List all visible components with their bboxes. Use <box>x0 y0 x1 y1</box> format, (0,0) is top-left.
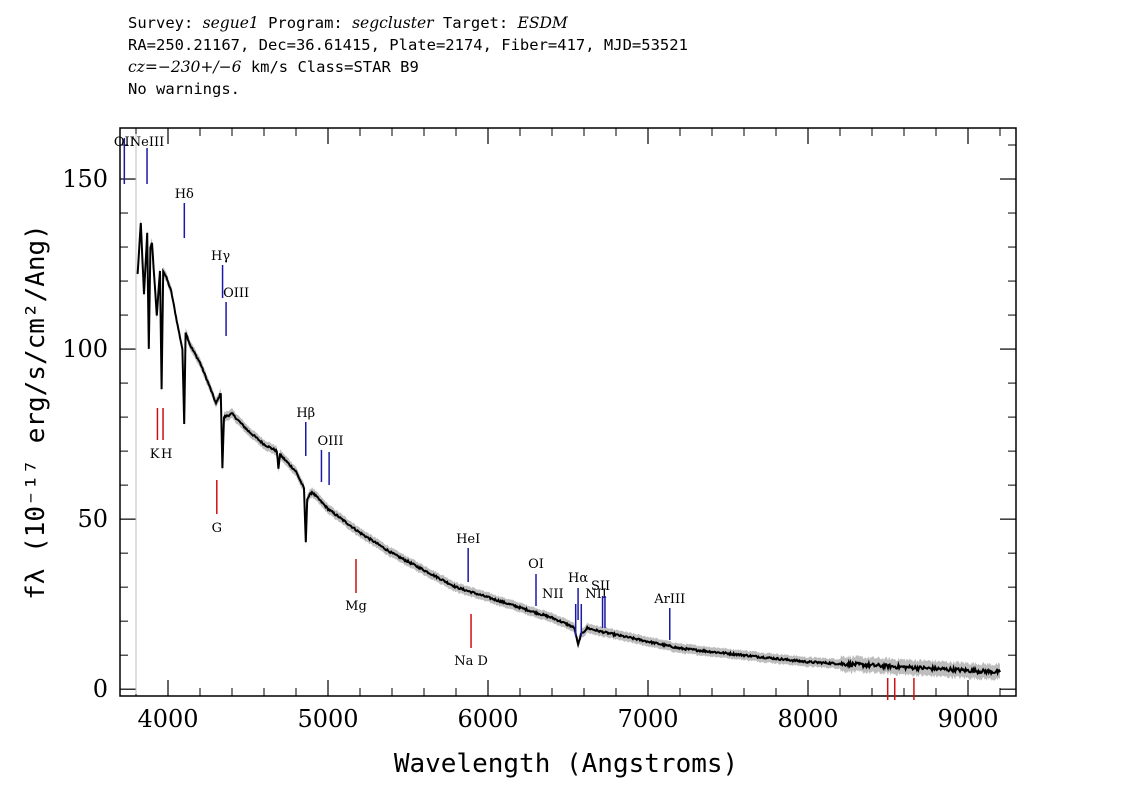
cz-label: cz= <box>128 58 158 76</box>
x-tick-label: 6000 <box>457 705 518 733</box>
error-band <box>135 134 1001 694</box>
cz-class-text: km/s Class=STAR B9 <box>241 58 419 76</box>
emission-line-label: OIII <box>317 434 343 449</box>
error-band-area <box>137 218 1001 681</box>
header-line-3: cz=−230+/−6 km/s Class=STAR B9 <box>128 56 688 78</box>
absorption-line-label: Mg <box>345 599 367 614</box>
cz-value: −230+/−6 <box>157 58 242 76</box>
emission-line-label: NII <box>585 587 607 602</box>
axis-ticks: 4000 5000 6000 7000 8000 9000 0 50 100 150 <box>62 128 1016 733</box>
absorption-line-label: H <box>161 447 172 462</box>
y-tick-label: 100 <box>62 335 108 363</box>
x-tick-label: 9000 <box>937 705 998 733</box>
y-axis-label: fλ (10⁻¹⁷ erg/s/cm²/Ang) <box>21 224 51 600</box>
absorption-line-label: K <box>150 447 160 462</box>
y-tick-label: 150 <box>62 165 108 193</box>
y-tick-label: 0 <box>93 675 108 703</box>
spectrum-series <box>136 222 1001 677</box>
header-line-4: No warnings. <box>128 80 240 98</box>
emission-line-label: NII <box>542 587 564 602</box>
x-tick-label: 5000 <box>297 705 358 733</box>
absorption-line-label: G <box>212 521 222 536</box>
emission-line-label: Hα <box>568 571 588 586</box>
x-axis-label: Wavelength (Angstroms) <box>394 749 738 779</box>
header-line-1: Survey: segue1 Program: segcluster Targe… <box>128 12 688 34</box>
x-tick-label: 7000 <box>617 705 678 733</box>
plot-frame <box>119 127 1017 697</box>
absorption-line-label: Na D <box>454 654 488 669</box>
emission-line-label: Hδ <box>175 187 194 202</box>
program-value: segcluster <box>352 14 434 32</box>
target-value: ESDM <box>517 14 568 32</box>
x-tick-label: 8000 <box>777 705 838 733</box>
emission-line-label: Hβ <box>296 406 315 421</box>
emission-line-label: NeIII <box>130 135 164 150</box>
spectrum-line <box>136 222 1001 677</box>
emission-line-label: Hγ <box>211 249 230 264</box>
emission-line-label: OI <box>528 557 544 572</box>
header-line-2: RA=250.21167, Dec=36.61415, Plate=2174, … <box>128 36 688 54</box>
emission-line-label: HeI <box>456 532 480 547</box>
target-label: Target: <box>442 14 509 32</box>
spectral-line-markers: OIINeIIIHδHγOIIIHβOIIIHeIOINIIHαNIISIIAr… <box>114 135 915 700</box>
emission-line-label: OIII <box>223 286 249 301</box>
program-label: Program: <box>268 14 343 32</box>
emission-line-label: SII <box>591 579 610 594</box>
y-tick-label: 50 <box>77 505 108 533</box>
emission-line-label: OII <box>114 135 135 150</box>
survey-label: Survey: <box>128 14 194 32</box>
survey-value: segue1 <box>202 14 259 32</box>
spectrum-header: Survey: segue1 Program: segcluster Targe… <box>128 12 688 100</box>
emission-line-label: ArIII <box>653 592 685 607</box>
x-tick-label: 4000 <box>137 705 198 733</box>
